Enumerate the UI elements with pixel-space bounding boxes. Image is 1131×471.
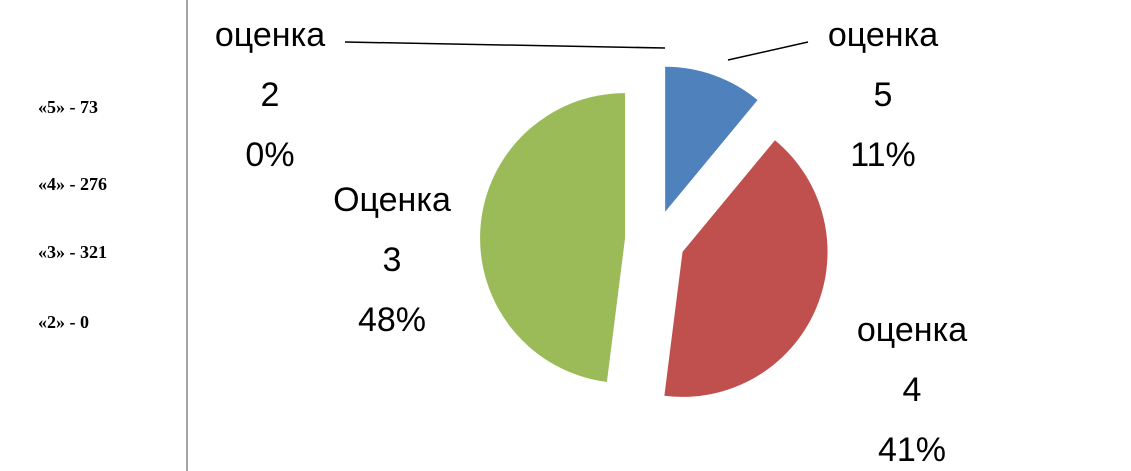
data-label: оценка 4 41% <box>827 300 997 471</box>
data-label: оценка 2 0% <box>185 5 355 185</box>
label-value: 41% <box>877 431 947 469</box>
pie-slice <box>664 140 828 397</box>
side-item: «4» - 276 <box>38 174 107 194</box>
label-name: оценка 5 <box>827 16 939 114</box>
label-value: 0% <box>245 136 295 174</box>
label-value: 48% <box>357 301 427 339</box>
side-item: «2» - 0 <box>38 312 89 332</box>
leader-line <box>344 41 666 49</box>
pie-slice <box>480 93 626 382</box>
label-name: оценка 4 <box>856 311 968 409</box>
pie-slice <box>665 66 758 212</box>
label-name: оценка 2 <box>214 16 326 114</box>
side-item: «5» - 73 <box>38 97 98 117</box>
data-label: оценка 5 11% <box>798 5 968 185</box>
leader-line <box>727 41 809 61</box>
side-item: «3» - 321 <box>38 242 107 262</box>
label-name: Оценка 3 <box>333 181 451 279</box>
data-label: Оценка 3 48% <box>307 170 477 350</box>
label-value: 11% <box>850 136 916 174</box>
